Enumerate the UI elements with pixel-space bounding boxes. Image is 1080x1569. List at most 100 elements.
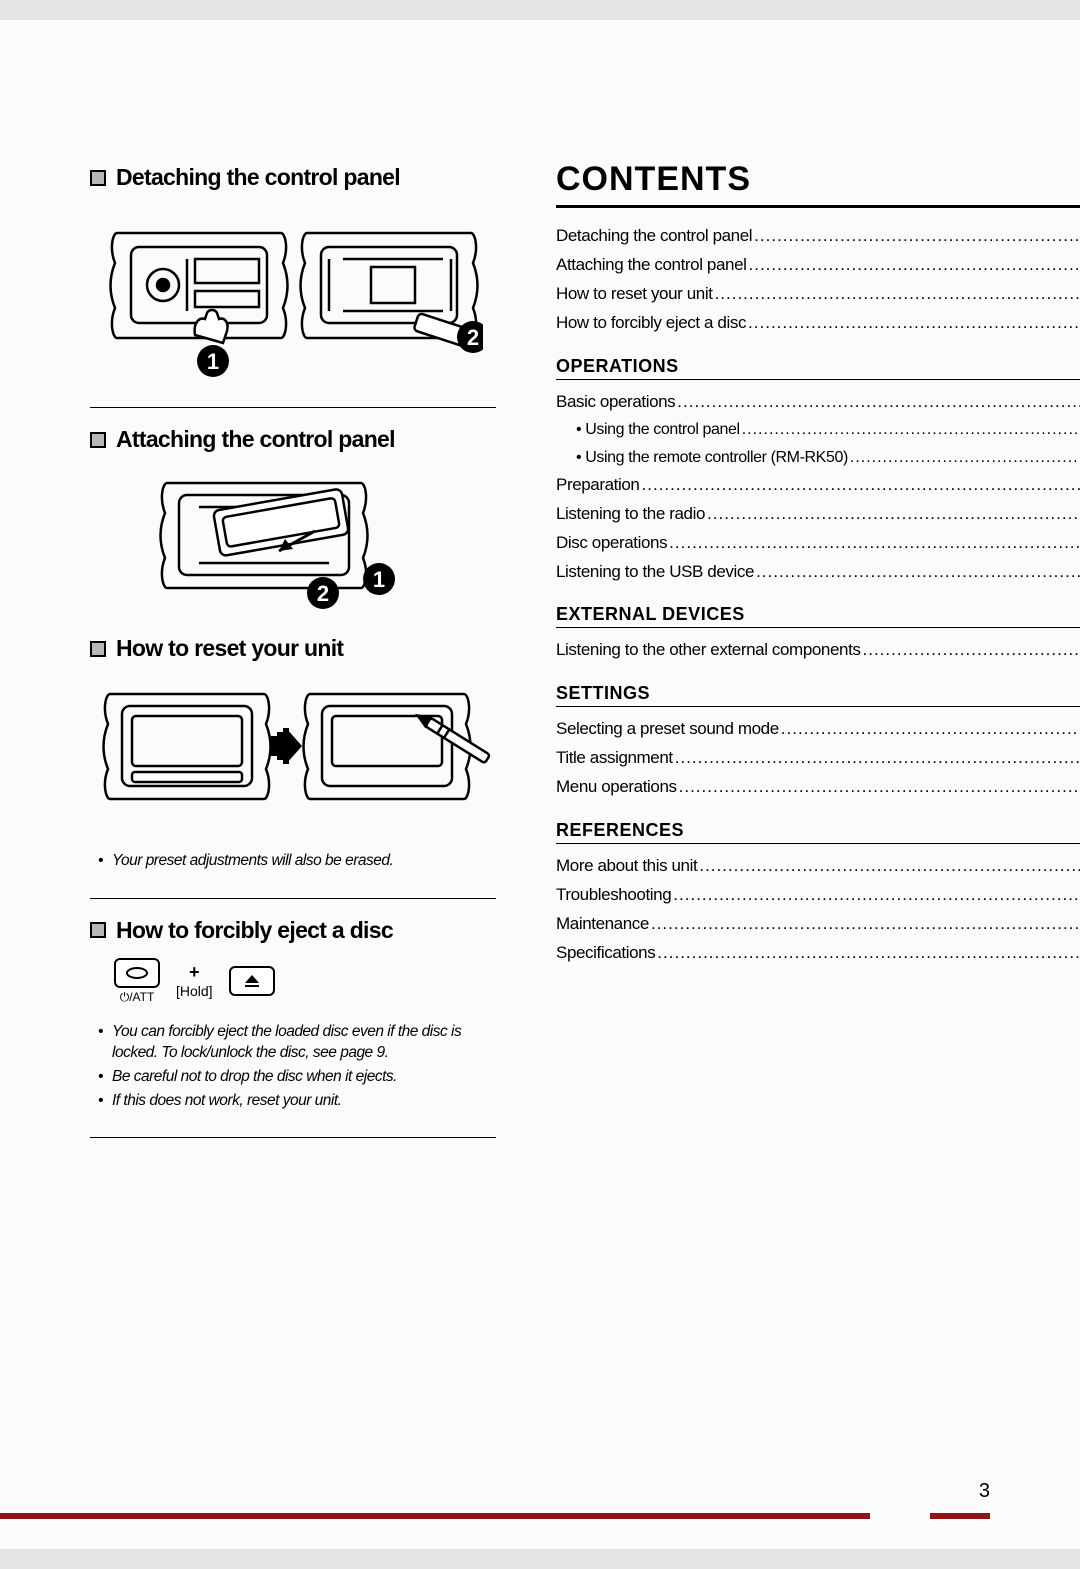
- toc-label: Basic operations: [556, 388, 675, 417]
- toc-label: Listening to the radio: [556, 500, 705, 529]
- toc-row: More about this unit16: [556, 852, 1080, 881]
- toc-row: Troubleshooting19: [556, 881, 1080, 910]
- toc-leader-dots: [781, 715, 1080, 744]
- toc-row: Disc operations9: [556, 529, 1080, 558]
- divider: [90, 898, 496, 899]
- toc-label: Maintenance: [556, 910, 649, 939]
- square-bullet-icon: [90, 641, 106, 657]
- toc-label: Listening to the USB device: [556, 558, 754, 587]
- toc-leader-dots: [677, 388, 1080, 417]
- toc-label: How to forcibly eject a disc: [556, 309, 746, 338]
- toc-category-heading: REFERENCES: [556, 820, 1080, 841]
- heading-text: How to reset your unit: [116, 635, 343, 662]
- toc-groups: OPERATIONS Basic operations4Using the con…: [556, 338, 1080, 968]
- toc-label: Detaching the control panel: [556, 222, 752, 251]
- toc-label: More about this unit: [556, 852, 697, 881]
- toc-leader-dots: [642, 471, 1080, 500]
- hold-indicator: + [Hold]: [176, 963, 213, 999]
- right-column: CONTENTS Detaching the control panel3Att…: [546, 160, 1080, 1489]
- toc-label: Using the control panel: [576, 416, 740, 443]
- divider: [90, 1137, 496, 1138]
- toc-label: Menu operations: [556, 773, 677, 802]
- section-heading-eject: How to forcibly eject a disc: [90, 917, 496, 944]
- toc-label: How to reset your unit: [556, 280, 713, 309]
- section-heading-attaching: Attaching the control panel: [90, 426, 496, 453]
- toc-row: How to reset your unit3: [556, 280, 1080, 309]
- toc-leader-dots: [679, 773, 1080, 802]
- toc-row: Title assignment13: [556, 744, 1080, 773]
- toc-row: Using the remote controller (RM-RK50)6: [556, 444, 1080, 471]
- toc-leader-dots: [863, 636, 1080, 665]
- toc-category-rule: [556, 843, 1080, 844]
- toc-row: Basic operations4: [556, 388, 1080, 417]
- toc-category-rule: [556, 627, 1080, 628]
- toc-row: Selecting a preset sound mode12: [556, 715, 1080, 744]
- toc-top-block: Detaching the control panel3Attaching th…: [556, 222, 1080, 338]
- square-bullet-icon: [90, 432, 106, 448]
- contents-title: CONTENTS: [556, 160, 1080, 199]
- toc-leader-dots: [749, 251, 1080, 280]
- toc-category-heading: SETTINGS: [556, 683, 1080, 704]
- toc-row: Specifications22: [556, 939, 1080, 968]
- toc-label: Using the remote controller (RM-RK50): [576, 444, 848, 471]
- hold-label: [Hold]: [176, 983, 213, 999]
- eject-button-row: ⏻/ATT + [Hold]: [114, 958, 496, 1005]
- toc-leader-dots: [699, 852, 1080, 881]
- toc-row: Attaching the control panel3: [556, 251, 1080, 280]
- toc-label: Title assignment: [556, 744, 673, 773]
- illustration-attaching: 2 1: [90, 465, 496, 625]
- toc-category-rule: [556, 379, 1080, 380]
- toc-label: Troubleshooting: [556, 881, 671, 910]
- note-item: You can forcibly eject the loaded disc e…: [98, 1021, 496, 1064]
- toc-leader-dots: [675, 744, 1080, 773]
- svg-text:2: 2: [467, 325, 479, 350]
- toc-leader-dots: [707, 500, 1080, 529]
- toc-label: Attaching the control panel: [556, 251, 747, 280]
- toc-leader-dots: [657, 939, 1080, 968]
- toc-row: Detaching the control panel3: [556, 222, 1080, 251]
- toc-leader-dots: [850, 444, 1080, 471]
- note-item: If this does not work, reset your unit.: [98, 1090, 496, 1112]
- toc-category-heading: EXTERNAL DEVICES: [556, 604, 1080, 625]
- toc-row: Maintenance21: [556, 910, 1080, 939]
- illustration-detaching: 1 2: [90, 203, 496, 383]
- square-bullet-icon: [90, 922, 106, 938]
- toc-label: Specifications: [556, 939, 655, 968]
- toc-row: Listening to the other external componen…: [556, 636, 1080, 665]
- toc-row: Using the control panel4: [556, 416, 1080, 443]
- page-number: 3: [979, 1480, 990, 1503]
- section-heading-reset: How to reset your unit: [90, 635, 496, 662]
- heading-text: Attaching the control panel: [116, 426, 395, 453]
- toc-category-heading: OPERATIONS: [556, 356, 1080, 377]
- toc-row: Listening to the USB device10: [556, 558, 1080, 587]
- divider: [90, 407, 496, 408]
- toc-leader-dots: [742, 416, 1080, 443]
- eject-notes: You can forcibly eject the loaded disc e…: [98, 1021, 496, 1114]
- toc-leader-dots: [756, 558, 1080, 587]
- toc-leader-dots: [715, 280, 1080, 309]
- note-item: Your preset adjustments will also be era…: [98, 850, 496, 872]
- toc-label: Disc operations: [556, 529, 667, 558]
- toc-leader-dots: [754, 222, 1080, 251]
- toc-label: Listening to the other external componen…: [556, 636, 861, 665]
- note-item: Be careful not to drop the disc when it …: [98, 1066, 496, 1088]
- toc-leader-dots: [651, 910, 1080, 939]
- heading-text: How to forcibly eject a disc: [116, 917, 393, 944]
- att-label: ⏻/ATT: [120, 990, 155, 1005]
- toc-label: Preparation: [556, 471, 640, 500]
- toc-leader-dots: [748, 309, 1080, 338]
- toc-leader-dots: [673, 881, 1080, 910]
- heading-text: Detaching the control panel: [116, 164, 400, 191]
- toc-row: Menu operations14: [556, 773, 1080, 802]
- eject-button-icon: [229, 966, 275, 996]
- illustration-reset: [96, 674, 496, 834]
- toc-row: How to forcibly eject a disc3: [556, 309, 1080, 338]
- left-column: Detaching the control panel: [90, 160, 506, 1489]
- power-att-button-icon: [114, 958, 160, 988]
- reset-notes: Your preset adjustments will also be era…: [98, 850, 496, 874]
- svg-text:2: 2: [317, 581, 329, 606]
- contents-rule: [556, 205, 1080, 208]
- toc-label: Selecting a preset sound mode: [556, 715, 779, 744]
- footer-accent-bar: [0, 1513, 1080, 1519]
- toc-row: Listening to the radio8: [556, 500, 1080, 529]
